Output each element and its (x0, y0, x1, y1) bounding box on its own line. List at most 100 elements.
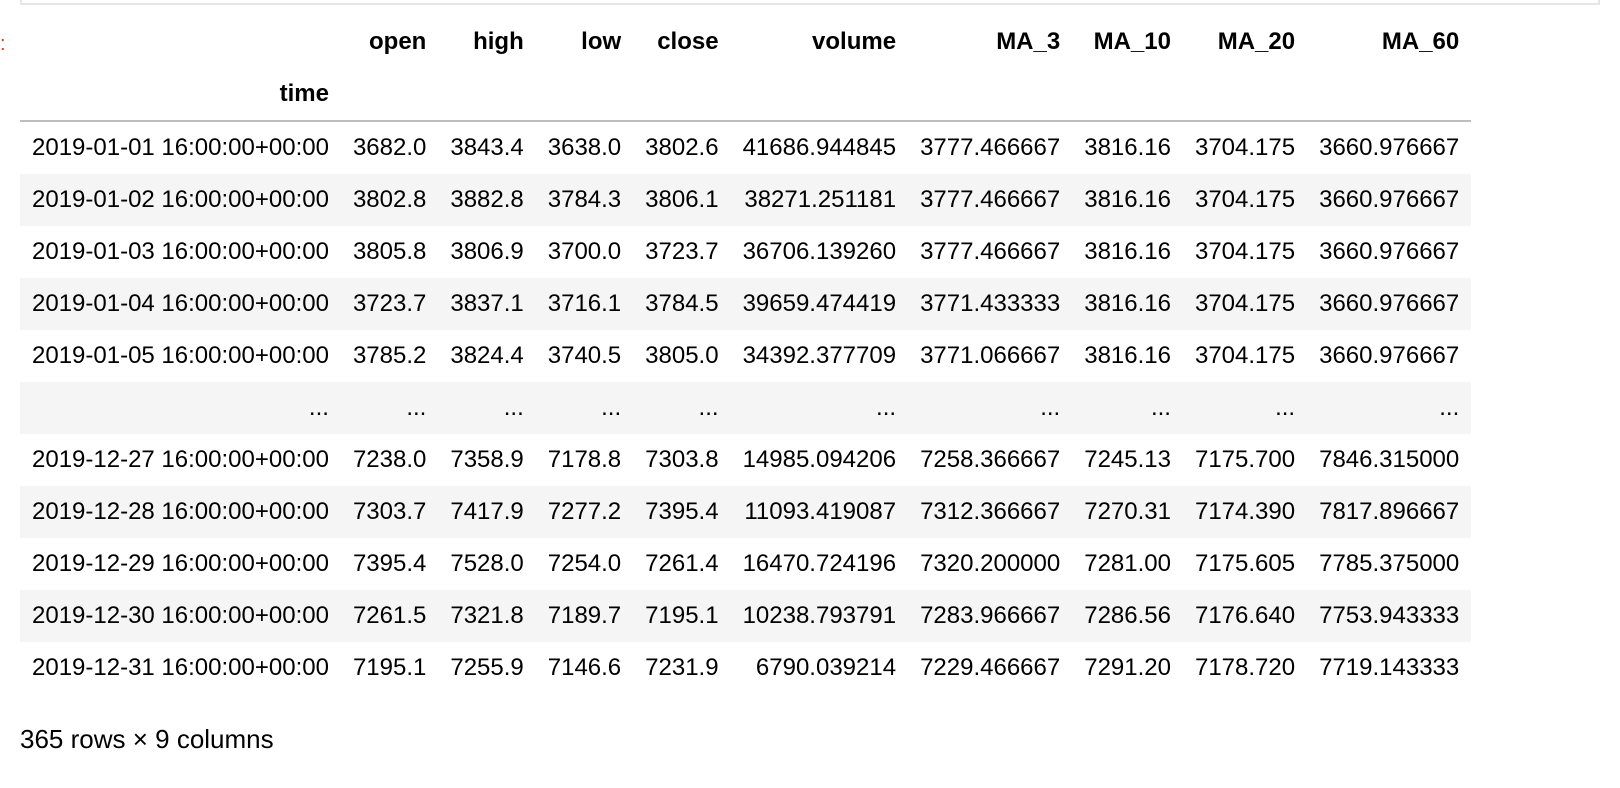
table-cell: ... (1439, 394, 1460, 421)
column-header: MA_10 (1093, 28, 1171, 55)
table-cell: 3785.2 (352, 342, 427, 369)
table-cell: 41686.944845 (742, 134, 897, 161)
table-cell: 7320.200000 (920, 550, 1061, 577)
table-cell: 3660.976667 (1319, 290, 1460, 317)
column-header: open (369, 28, 427, 55)
column-header: MA_20 (1217, 28, 1296, 55)
dataframe-shape-caption: 365 rows × 9 columns (20, 724, 274, 754)
column-header-row: open high low close volume MA_3 MA_10 MA… (20, 16, 1471, 68)
table-cell: 7286.56 (1084, 602, 1171, 629)
column-header: MA_60 (1381, 28, 1460, 55)
table-cell: 3777.466667 (920, 238, 1061, 265)
table-cell: 3771.433333 (920, 290, 1061, 317)
table-cell: 6790.039214 (755, 654, 897, 681)
table-row: 2019-01-05 16:00:00+00:00 3785.2 3824.4 374… (20, 330, 1471, 382)
table-cell: 7195.1 (352, 654, 427, 681)
table-cell: 38271.251181 (744, 186, 897, 213)
table-cell: 7719.143333 (1319, 654, 1460, 681)
table-cell: ... (1150, 394, 1171, 421)
table-cell: 7277.2 (547, 498, 622, 525)
table-cell: 11093.419087 (744, 498, 897, 525)
table-cell: 7195.1 (645, 602, 719, 629)
row-index: 2019-01-01 16:00:00+00:00 (32, 134, 329, 161)
table-cell: 7258.366667 (920, 446, 1061, 473)
table-cell: 3704.175 (1194, 342, 1296, 369)
table-cell: ... (406, 394, 427, 421)
table-cell: 36706.139260 (742, 238, 897, 265)
table-cell: 3806.9 (450, 238, 524, 265)
table-cell: ... (1275, 394, 1296, 421)
table-cell: 7283.966667 (920, 602, 1061, 629)
table-cell: 7175.605 (1194, 550, 1296, 577)
table-cell: 7270.31 (1084, 498, 1171, 525)
table-cell: 3660.976667 (1319, 134, 1460, 161)
table-cell: 3816.16 (1084, 290, 1171, 317)
table-cell: 3802.8 (352, 186, 427, 213)
table-cell: 7174.390 (1194, 498, 1296, 525)
table-cell: 7817.896667 (1319, 498, 1460, 525)
table-cell: 3660.976667 (1319, 186, 1460, 213)
table-row: 2019-01-01 16:00:00+00:00 3682.0 3843.4 363… (20, 121, 1471, 174)
dataframe-table: open high low close volume MA_3 MA_10 MA… (20, 16, 1472, 694)
index-name: time (20, 68, 341, 122)
row-index: ... (308, 394, 329, 421)
table-cell: 7176.640 (1194, 602, 1296, 629)
table-cell: 7261.4 (645, 550, 719, 577)
table-body: 2019-01-01 16:00:00+00:00 3682.0 3843.4 363… (20, 121, 1472, 694)
table-cell: 7261.5 (352, 602, 427, 629)
table-cell: 3660.976667 (1319, 238, 1460, 265)
table-cell: 3740.5 (547, 342, 622, 369)
table-cell: 7175.700 (1194, 446, 1296, 473)
table-cell: 7303.8 (645, 446, 719, 473)
table-cell: 3784.3 (547, 186, 622, 213)
column-header: low (581, 28, 622, 55)
table-cell: 3704.175 (1194, 134, 1296, 161)
table-cell: 7753.943333 (1319, 602, 1460, 629)
table-row: 2019-12-31 16:00:00+00:00 7195.1 7255.9 714… (20, 642, 1471, 694)
table-cell: 3777.466667 (920, 186, 1061, 213)
table-cell: ... (698, 394, 719, 421)
table-cell: 7528.0 (450, 550, 524, 577)
table-cell: 7417.9 (450, 498, 524, 525)
table-cell: 7395.4 (645, 498, 719, 525)
table-cell: 7238.0 (352, 446, 427, 473)
table-cell: 3843.4 (450, 134, 524, 161)
table-cell: 3700.0 (547, 238, 622, 265)
table-cell: 3716.1 (547, 290, 622, 317)
table-cell: 3882.8 (450, 186, 524, 213)
table-cell: 3784.5 (645, 290, 719, 317)
table-cell: 7312.366667 (920, 498, 1061, 525)
row-index: 2019-12-29 16:00:00+00:00 (32, 550, 329, 577)
table-cell: 7846.315000 (1319, 446, 1460, 473)
table-cell: 3805.8 (352, 238, 427, 265)
table-cell: 7178.720 (1194, 654, 1296, 681)
table-cell: 3682.0 (352, 134, 427, 161)
table-cell: 10238.793791 (742, 602, 897, 629)
table-cell: 7255.9 (450, 654, 524, 681)
table-cell: 3704.175 (1194, 186, 1296, 213)
table-cell: 3723.7 (645, 238, 719, 265)
table-cell: 3816.16 (1084, 134, 1171, 161)
table-cell: 3660.976667 (1319, 342, 1460, 369)
table-cell: 3777.466667 (920, 134, 1061, 161)
index-corner (20, 16, 341, 68)
table-cell: 3824.4 (450, 342, 524, 369)
table-row: 2019-12-28 16:00:00+00:00 7303.7 7417.9 727… (20, 486, 1472, 538)
row-index: 2019-12-27 16:00:00+00:00 (32, 446, 329, 473)
table-cell: 3723.7 (352, 290, 427, 317)
table-cell: 3771.066667 (920, 342, 1061, 369)
table-cell: 7281.00 (1084, 550, 1171, 577)
cell-marker: : (0, 34, 4, 54)
table-cell: 7785.375000 (1319, 550, 1460, 577)
table-cell: 7358.9 (450, 446, 524, 473)
column-header: high (473, 28, 524, 55)
table-cell: 3816.16 (1084, 342, 1171, 369)
table-cell: 7146.6 (547, 654, 622, 681)
table-cell: 39659.474419 (742, 290, 897, 317)
table-row: 2019-01-03 16:00:00+00:00 3805.8 3806.9 370… (20, 226, 1471, 278)
row-index: 2019-12-30 16:00:00+00:00 (32, 602, 329, 629)
table-cell: 7229.466667 (920, 654, 1061, 681)
table-cell: 7321.8 (450, 602, 524, 629)
table-cell: ... (876, 394, 897, 421)
table-row: 2019-12-29 16:00:00+00:00 7395.4 7528.0 725… (20, 538, 1471, 590)
